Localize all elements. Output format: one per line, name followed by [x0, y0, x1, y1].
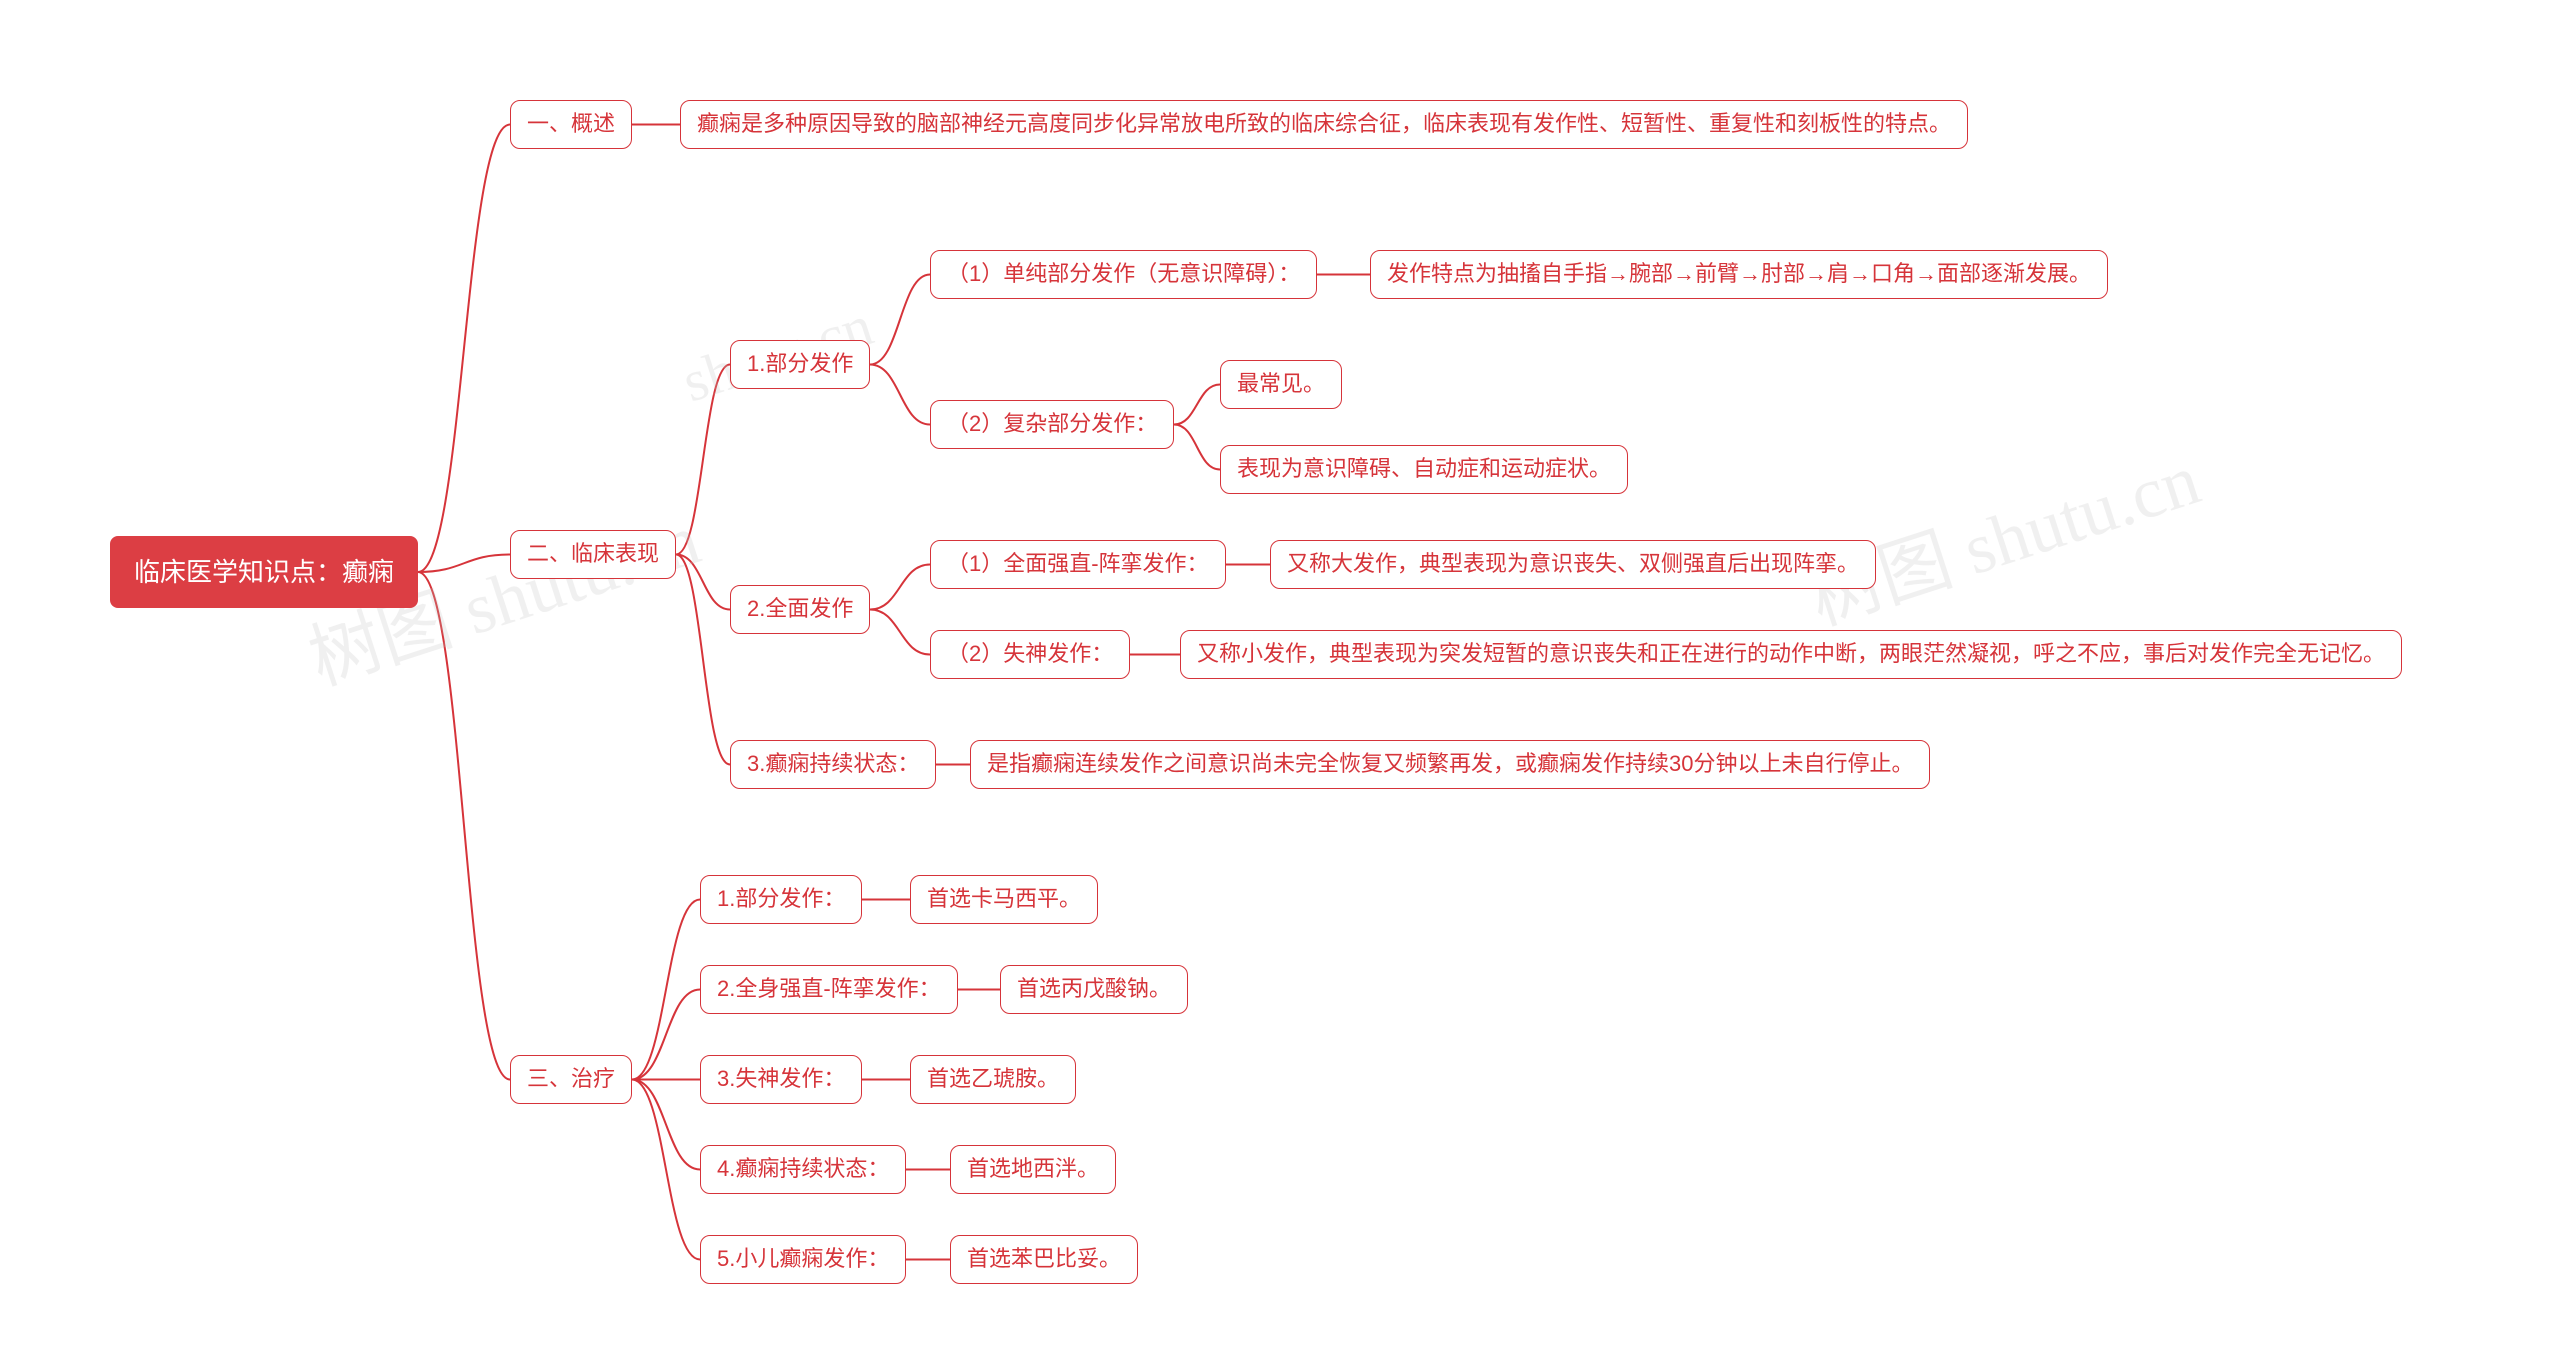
mindmap-canvas: 树图 shutu.cn 树图 shutu.cn shutu.cn 临床医学知识点… — [0, 0, 2560, 1363]
tree-node: （2）失神发作： — [930, 630, 1130, 679]
tree-node: 2.全面发作 — [730, 585, 870, 634]
tree-node: 又称大发作，典型表现为意识丧失、双侧强直后出现阵挛。 — [1270, 540, 1876, 589]
tree-node: 3.癫痫持续状态： — [730, 740, 936, 789]
tree-node: 三、治疗 — [510, 1055, 632, 1104]
tree-node: 1.部分发作： — [700, 875, 862, 924]
connector-layer — [0, 0, 2560, 1363]
tree-node: 又称小发作，典型表现为突发短暂的意识丧失和正在进行的动作中断，两眼茫然凝视，呼之… — [1180, 630, 2402, 679]
tree-node: 表现为意识障碍、自动症和运动症状。 — [1220, 445, 1628, 494]
tree-node: 2.全身强直-阵挛发作： — [700, 965, 958, 1014]
tree-node: 发作特点为抽搐自手指→腕部→前臂→肘部→肩→口角→面部逐渐发展。 — [1370, 250, 2108, 299]
root-node: 临床医学知识点：癫痫 — [110, 536, 418, 608]
tree-node: 首选苯巴比妥。 — [950, 1235, 1138, 1284]
tree-node: 首选卡马西平。 — [910, 875, 1098, 924]
tree-node: 二、临床表现 — [510, 530, 676, 579]
tree-node: 一、概述 — [510, 100, 632, 149]
tree-node: 1.部分发作 — [730, 340, 870, 389]
tree-node: （2）复杂部分发作： — [930, 400, 1174, 449]
tree-node: 癫痫是多种原因导致的脑部神经元高度同步化异常放电所致的临床综合征，临床表现有发作… — [680, 100, 1968, 149]
tree-node: 5.小儿癫痫发作： — [700, 1235, 906, 1284]
tree-node: 是指癫痫连续发作之间意识尚未完全恢复又频繁再发，或癫痫发作持续30分钟以上未自行… — [970, 740, 1930, 789]
watermark: 树图 shutu.cn — [1794, 420, 2211, 645]
tree-node: 4.癫痫持续状态： — [700, 1145, 906, 1194]
tree-node: （1）单纯部分发作（无意识障碍）： — [930, 250, 1317, 299]
tree-node: 首选丙戊酸钠。 — [1000, 965, 1188, 1014]
tree-node: （1）全面强直-阵挛发作： — [930, 540, 1226, 589]
tree-node: 首选地西泮。 — [950, 1145, 1116, 1194]
tree-node: 最常见。 — [1220, 360, 1342, 409]
tree-node: 首选乙琥胺。 — [910, 1055, 1076, 1104]
tree-node: 3.失神发作： — [700, 1055, 862, 1104]
